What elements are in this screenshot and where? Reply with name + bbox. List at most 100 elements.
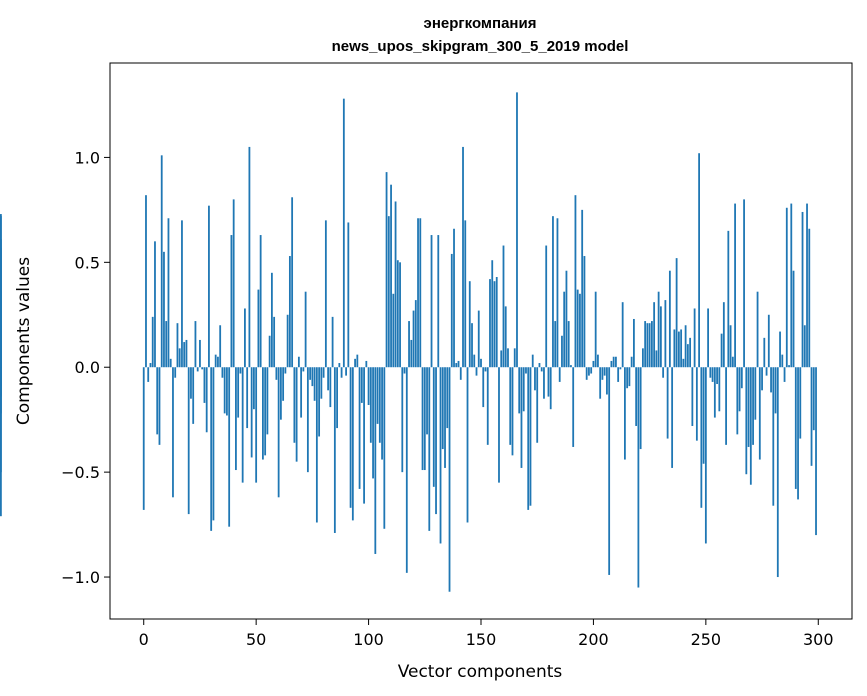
- bar: [295, 367, 298, 462]
- bar: [196, 367, 199, 372]
- y-tick-label: 1.0: [75, 148, 100, 167]
- bar: [704, 367, 707, 544]
- bar: [192, 367, 195, 424]
- y-tick-label: 0.5: [75, 253, 100, 272]
- bar: [727, 230, 730, 368]
- bar: [716, 367, 718, 385]
- bar: [639, 367, 642, 450]
- bar: [459, 367, 462, 380]
- bar: [457, 360, 460, 368]
- bar: [381, 367, 383, 460]
- bar: [426, 367, 428, 435]
- bar: [576, 289, 579, 368]
- bar: [270, 272, 273, 368]
- bar: [498, 367, 500, 483]
- bar: [313, 367, 316, 401]
- bar: [659, 306, 662, 368]
- bar: [619, 367, 622, 370]
- bar: [686, 344, 689, 368]
- bar: [464, 220, 467, 368]
- bar: [293, 367, 296, 443]
- bar: [729, 325, 732, 368]
- bar: [779, 331, 781, 368]
- bar: [594, 291, 597, 368]
- bar: [187, 367, 190, 515]
- bar: [752, 367, 754, 445]
- bar: [417, 218, 419, 368]
- bar: [306, 367, 309, 473]
- bar: [244, 308, 246, 368]
- bar: [695, 367, 698, 441]
- bar: [610, 360, 613, 368]
- bar: [392, 293, 395, 368]
- bar: [603, 367, 606, 376]
- bar: [378, 367, 381, 443]
- bar: [655, 350, 658, 368]
- bar: [691, 367, 694, 426]
- x-tick-label: 150: [466, 630, 497, 649]
- bar: [342, 98, 345, 368]
- bar: [606, 367, 608, 395]
- bar: [167, 218, 170, 368]
- bar: [154, 241, 156, 368]
- bar: [633, 318, 635, 368]
- bar: [365, 360, 368, 368]
- bar: [396, 260, 399, 368]
- bar: [462, 146, 464, 368]
- bar: [745, 367, 748, 475]
- bar: [776, 367, 779, 578]
- bar: [185, 339, 188, 368]
- bar: [484, 367, 487, 372]
- bar: [333, 367, 336, 533]
- bar: [158, 367, 161, 445]
- bar: [239, 367, 242, 374]
- bar: [428, 367, 431, 531]
- bar: [477, 310, 480, 368]
- bar: [500, 350, 503, 368]
- bar: [788, 365, 790, 368]
- bar: [345, 367, 347, 376]
- bar: [203, 367, 206, 403]
- bar: [210, 367, 213, 531]
- bar: [0, 367, 2, 473]
- bar: [147, 367, 150, 382]
- bar: [390, 184, 392, 368]
- bar: [268, 335, 271, 368]
- bar: [680, 329, 683, 368]
- bar: [349, 367, 352, 508]
- bar: [435, 367, 437, 515]
- y-tick-label: −0.5: [61, 463, 100, 482]
- bar: [772, 367, 775, 506]
- bar: [668, 270, 671, 368]
- x-tick-label: 250: [691, 630, 722, 649]
- bar: [522, 367, 525, 412]
- bar: [302, 367, 305, 372]
- bar: [237, 367, 240, 418]
- bar: [758, 367, 761, 460]
- chart-subtitle: news_upos_skipgram_300_5_2019 model: [332, 38, 629, 55]
- x-tick-label: 100: [353, 630, 384, 649]
- bar: [794, 367, 797, 489]
- bar: [736, 367, 739, 435]
- bar: [401, 367, 404, 473]
- bar: [720, 333, 723, 368]
- bar: [561, 335, 563, 368]
- bar: [309, 367, 312, 380]
- bar: [266, 367, 269, 435]
- bar: [513, 348, 516, 368]
- bar: [232, 199, 235, 368]
- bar: [792, 270, 795, 368]
- bar: [774, 367, 777, 414]
- bar: [385, 172, 388, 368]
- bar: [738, 367, 741, 412]
- bar: [441, 367, 444, 450]
- bar: [181, 220, 183, 368]
- bar: [284, 367, 287, 374]
- bar: [682, 358, 685, 368]
- bar: [282, 367, 285, 401]
- bar: [713, 367, 716, 418]
- bar: [797, 367, 799, 500]
- bar: [372, 367, 374, 479]
- bar: [808, 228, 811, 368]
